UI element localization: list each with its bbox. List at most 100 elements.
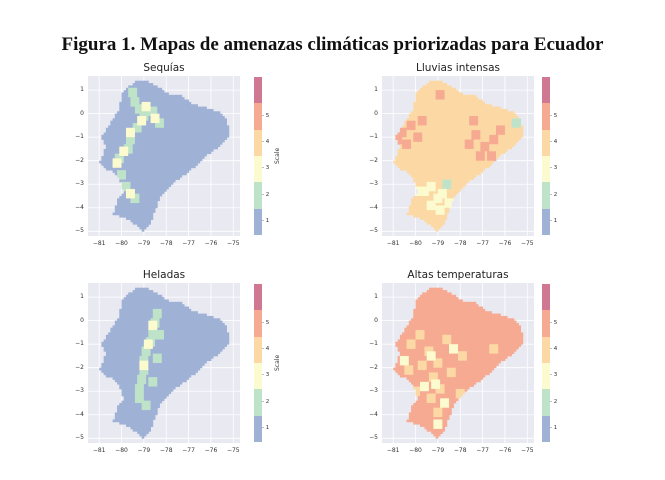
map-cell xyxy=(458,106,461,110)
map-cell xyxy=(422,160,425,164)
map-cell xyxy=(184,106,187,110)
map-cell xyxy=(143,351,147,354)
map-cell xyxy=(132,160,136,164)
map-cell xyxy=(143,99,147,103)
map-cell xyxy=(415,137,419,140)
map-cell xyxy=(141,358,145,362)
map-cell xyxy=(487,106,490,110)
map-cell xyxy=(181,163,185,166)
map-cell xyxy=(417,196,421,199)
map-cell xyxy=(453,179,457,183)
map-cell xyxy=(433,113,437,117)
map-cell xyxy=(460,165,463,169)
map-cell xyxy=(137,177,140,180)
map-cell xyxy=(132,151,136,155)
map-cell xyxy=(487,108,490,112)
map-cell xyxy=(431,92,434,96)
map-cell xyxy=(101,341,105,345)
map-cell xyxy=(132,130,136,133)
map-cell xyxy=(208,116,212,119)
map-cell xyxy=(179,146,183,150)
map-cell xyxy=(159,132,163,136)
map-cell xyxy=(455,120,459,124)
map-cell xyxy=(484,153,488,157)
map-cell xyxy=(491,106,495,110)
map-cell xyxy=(137,94,140,98)
map-cell xyxy=(141,146,145,150)
map-cell xyxy=(103,358,107,362)
map-cell xyxy=(489,111,492,115)
map-cell xyxy=(141,179,145,183)
map-cell xyxy=(130,108,134,112)
map-cell xyxy=(132,172,136,176)
map-cell xyxy=(491,127,495,131)
map-cell xyxy=(478,163,481,166)
map-cell xyxy=(148,137,151,140)
map-cell xyxy=(128,353,131,357)
map-cell xyxy=(168,177,172,180)
map-cell xyxy=(130,158,134,162)
map-cell xyxy=(155,156,158,159)
map-cell xyxy=(433,90,437,93)
map-cell xyxy=(415,108,419,112)
map-cell xyxy=(119,407,122,411)
map-cell xyxy=(128,167,131,171)
map-cell xyxy=(159,184,163,187)
map-cell xyxy=(121,118,125,122)
map-cell xyxy=(161,141,165,145)
map-cell xyxy=(518,132,521,136)
map-cell xyxy=(478,153,481,157)
map-cell xyxy=(440,207,443,211)
map-cell xyxy=(148,153,151,157)
map-cell xyxy=(146,217,149,220)
map-cell xyxy=(473,116,477,119)
map-cell xyxy=(141,224,145,227)
map-cell xyxy=(188,146,192,150)
map-cell xyxy=(469,125,472,129)
map-cell xyxy=(177,163,181,166)
map-cell xyxy=(406,170,410,173)
map-cell xyxy=(126,137,129,140)
map-cell xyxy=(130,403,134,406)
map-cell xyxy=(460,94,463,98)
map-cell xyxy=(143,381,147,385)
map-cell xyxy=(141,214,145,218)
map-cell xyxy=(146,177,149,180)
map-cell xyxy=(460,118,463,122)
map-cell xyxy=(110,160,113,164)
map-cell xyxy=(157,193,160,197)
map-cell xyxy=(202,144,205,147)
map-cell xyxy=(491,148,495,152)
map-cell xyxy=(444,212,448,216)
map-cell xyxy=(159,87,163,91)
map-cell xyxy=(157,141,160,145)
map-cell xyxy=(437,193,441,197)
map-cell xyxy=(172,132,176,136)
map-cell xyxy=(128,386,131,390)
map-cell xyxy=(172,158,176,162)
map-cell xyxy=(177,146,181,150)
map-cell xyxy=(424,113,428,117)
map-cell xyxy=(444,108,448,112)
map-cell xyxy=(422,205,425,209)
map-cell xyxy=(413,130,416,133)
map-cell xyxy=(143,221,147,225)
map-cell xyxy=(141,141,145,145)
map-cell xyxy=(217,130,221,133)
map-cell xyxy=(433,153,437,157)
map-cell xyxy=(511,144,515,147)
map-cell xyxy=(208,132,212,136)
map-cell xyxy=(143,210,147,213)
map-cell xyxy=(186,116,189,119)
map-cell xyxy=(442,217,445,220)
map-cell xyxy=(148,151,151,155)
map-cell xyxy=(195,123,198,126)
map-cell xyxy=(500,137,504,140)
map-cell xyxy=(415,123,419,126)
map-cell xyxy=(437,160,441,164)
map-cell xyxy=(121,304,125,307)
map-cell xyxy=(119,339,122,343)
map-cell xyxy=(137,358,140,362)
map-cell xyxy=(444,94,448,98)
map-cell xyxy=(128,113,131,117)
